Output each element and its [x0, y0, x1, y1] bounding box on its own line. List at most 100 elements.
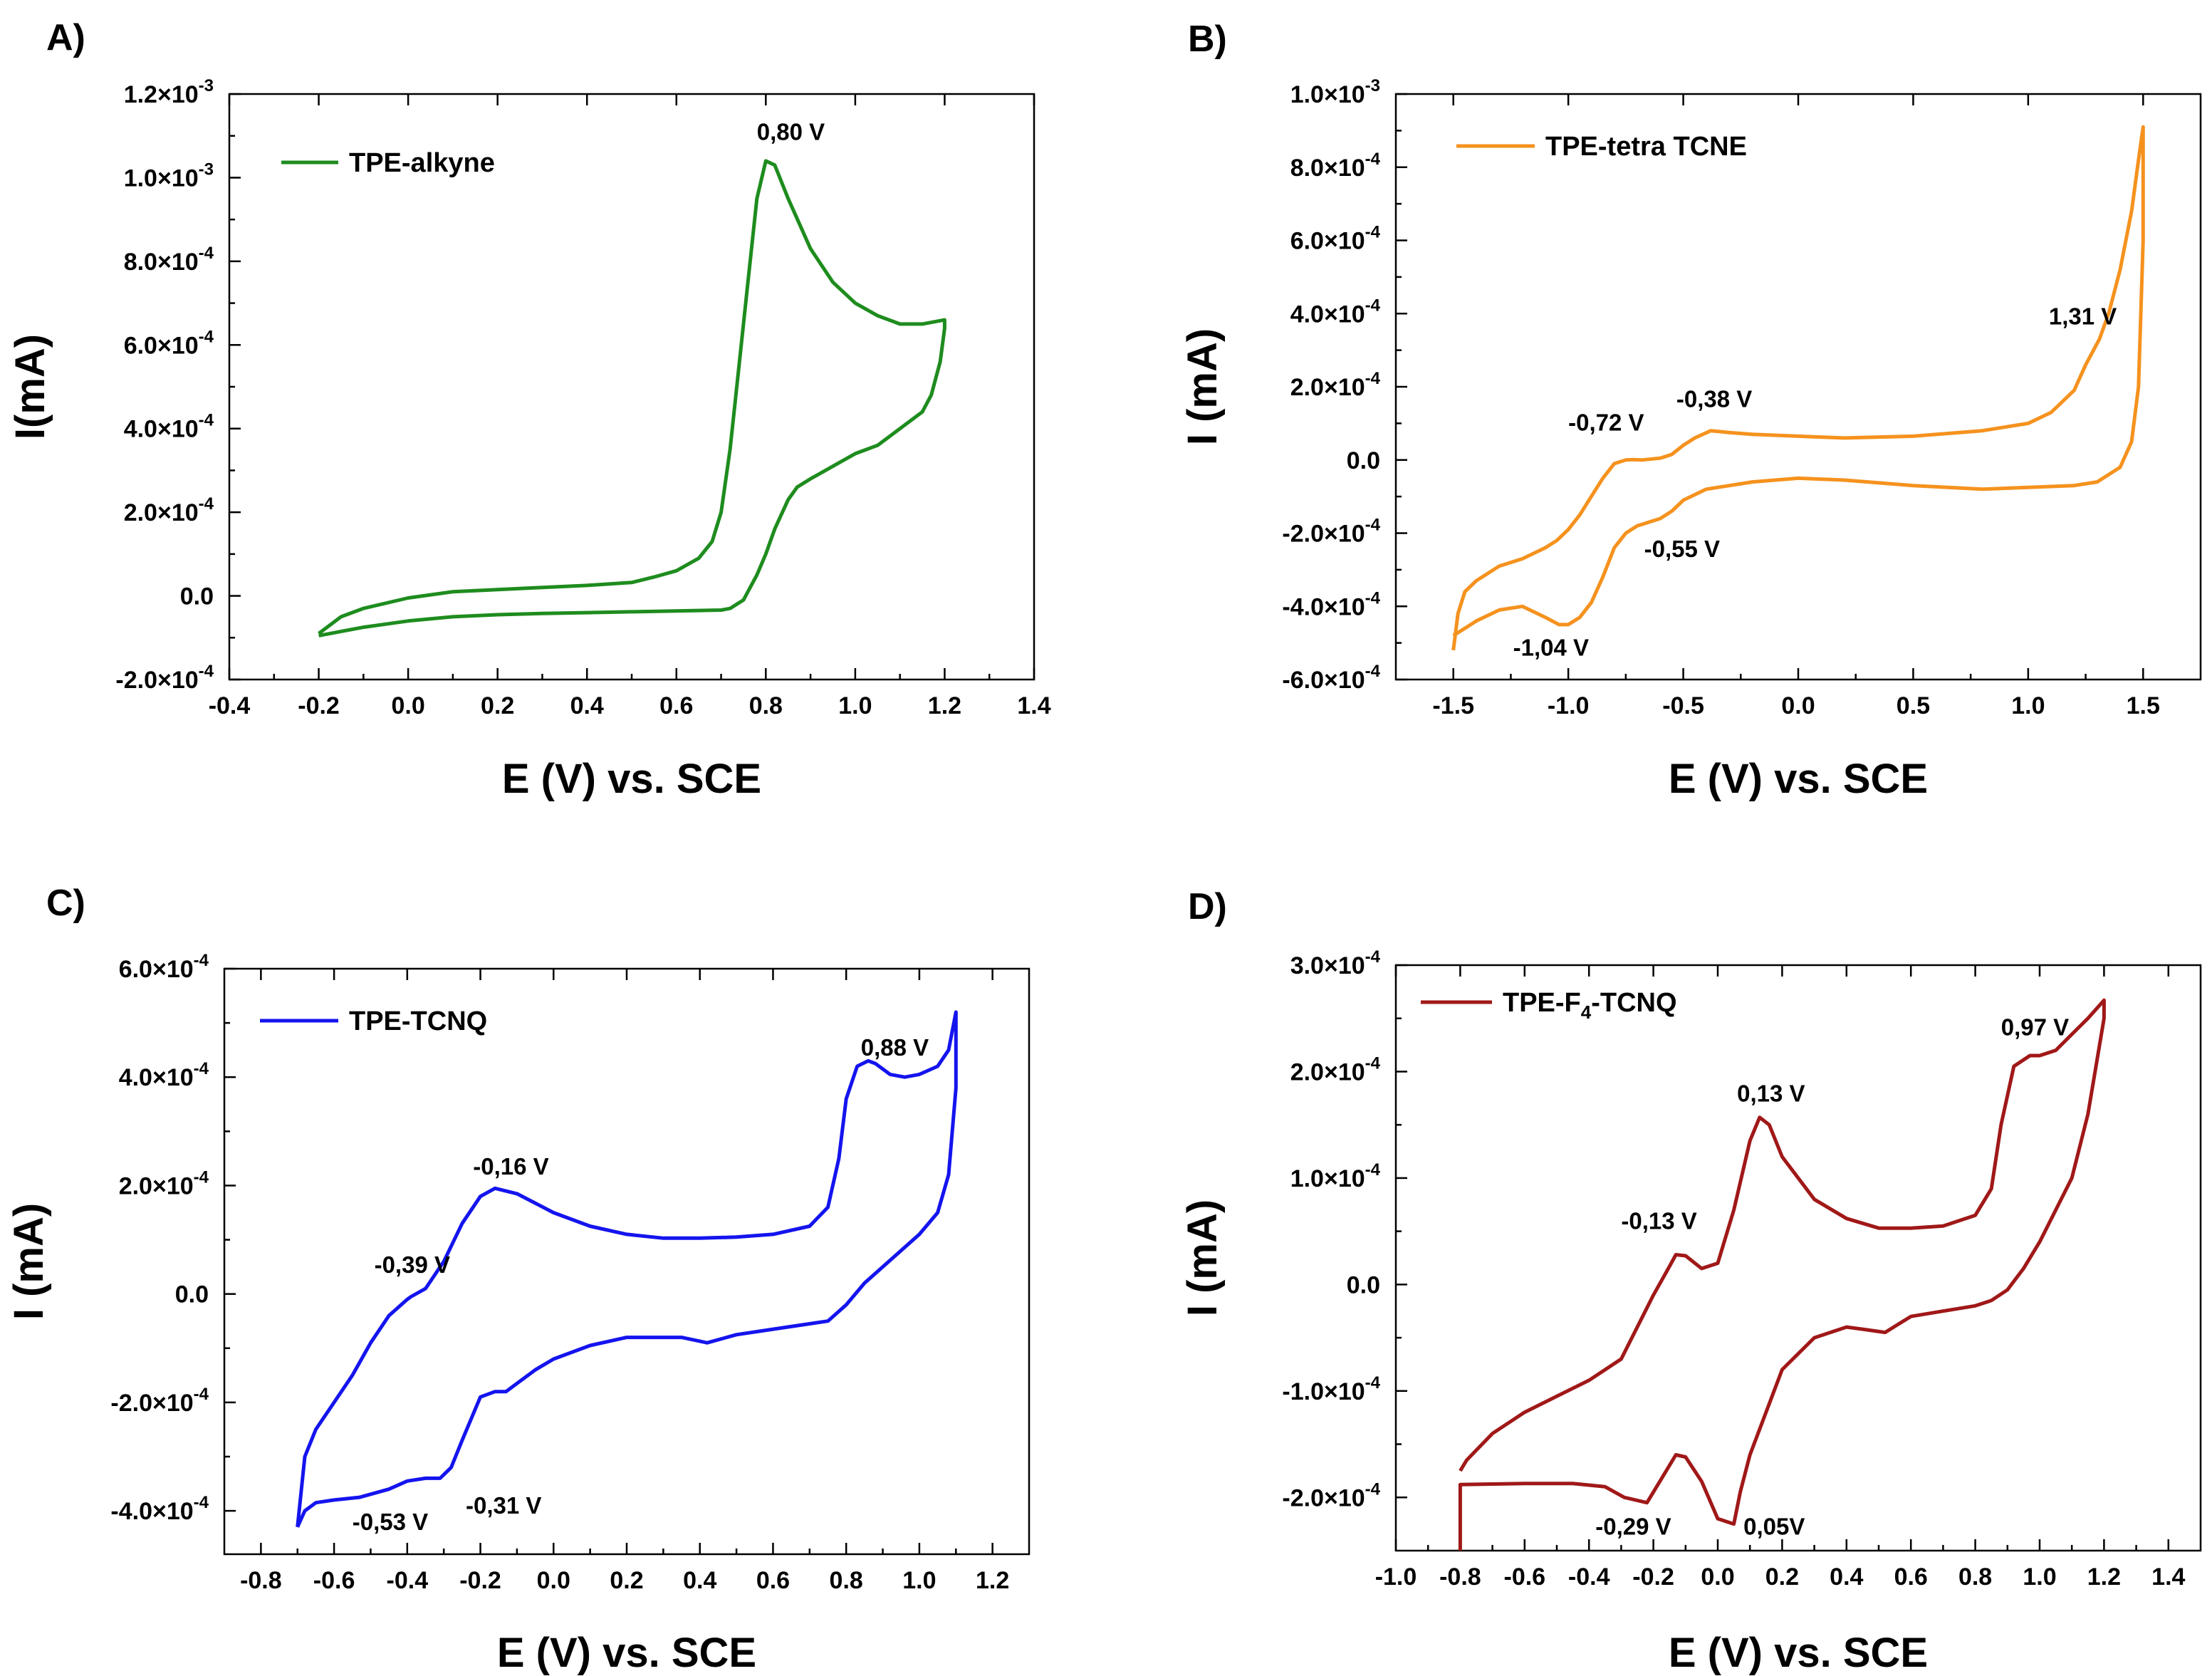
- y-tick-mantissa: -4.0×10: [1282, 593, 1365, 620]
- x-tick-label: 0.0: [1781, 692, 1815, 719]
- legend-label: TPE-F4-TCNQ: [1503, 988, 1677, 1023]
- y-tick-mantissa: 6.0×10: [124, 332, 199, 359]
- y-tick-label: 3.0×10-4: [1290, 947, 1381, 979]
- x-tick-label: 1.0: [902, 1567, 936, 1594]
- y-axis-title: I (mA): [1179, 328, 1226, 445]
- cv-curve: [1458, 998, 2106, 1551]
- x-tick-label: 1.4: [1017, 692, 1050, 719]
- y-tick-label: -4.0×10-4: [1282, 588, 1380, 620]
- x-axis-title: E (V) vs. SCE: [497, 1630, 756, 1676]
- y-tick-exponent: -4: [1365, 223, 1381, 242]
- y-tick-exponent: -4: [194, 1493, 209, 1512]
- peak-label: -1,04 V: [1513, 635, 1589, 661]
- y-tick-mantissa: 0.0: [1347, 1271, 1380, 1298]
- peak-annotations: 0,97 V 0,13 V -0,13 V -0,29 V 0,05V: [1595, 1014, 2069, 1540]
- y-tick-label: -2.0×10-4: [110, 1385, 209, 1417]
- panel-letter: B): [1188, 19, 1227, 60]
- panel-c: C) -4.0×10-4-2.0×10-40.02.0×10-44.0×10-4…: [6, 883, 1031, 1676]
- panel-b: B) -6.0×10-4-4.0×10-4-2.0×10-40.02.0×10-…: [1179, 19, 2202, 802]
- x-tick-label: 0.8: [1958, 1563, 1992, 1591]
- y-tick-mantissa: 2.0×10: [1290, 374, 1365, 401]
- x-tick-label: -0.8: [240, 1567, 282, 1594]
- y-tick-label: 4.0×10-4: [119, 1059, 209, 1091]
- peak-annotations: 0,80 V: [757, 119, 825, 145]
- x-tick-label: 0.2: [1765, 1563, 1799, 1591]
- y-axis-title: I(mA): [7, 334, 53, 439]
- y-tick-mantissa: -2.0×10: [1282, 1484, 1365, 1511]
- x-tick-label: 0.6: [659, 692, 693, 719]
- y-tick-label: -2.0×10-4: [115, 662, 214, 694]
- x-tick-label: 1.0: [2023, 1563, 2056, 1591]
- peak-label: -0,53 V: [353, 1509, 428, 1535]
- y-tick-mantissa: -2.0×10: [1282, 521, 1365, 548]
- y-tick-mantissa: 3.0×10: [1290, 952, 1365, 979]
- y-tick-label: 2.0×10-4: [1290, 369, 1381, 401]
- cv-curve: [1451, 125, 2145, 651]
- y-tick-exponent: -4: [1365, 1053, 1381, 1073]
- x-tick-label: 0.2: [610, 1567, 643, 1594]
- x-tick-label: 1.0: [2011, 692, 2045, 719]
- y-tick-mantissa: 1.0×10: [124, 165, 199, 192]
- y-tick-mantissa: 4.0×10: [124, 416, 199, 443]
- cv-curve: [318, 159, 946, 637]
- x-tick-label: -0.2: [298, 692, 340, 719]
- y-tick-mantissa: 6.0×10: [119, 956, 194, 983]
- x-tick-label: 0.0: [537, 1567, 570, 1594]
- peak-annotations: 0,88 V -0,16 V -0,39 V -0,31 V -0,53 V: [353, 1034, 929, 1535]
- panel-d: D) -2.0×10-4-1.0×10-40.01.0×10-42.0×10-4…: [1179, 886, 2202, 1676]
- y-tick-mantissa: 1.0×10: [1290, 1165, 1365, 1192]
- y-tick-mantissa: 0.0: [1347, 447, 1380, 474]
- y-tick-exponent: -4: [1365, 1373, 1381, 1393]
- x-tick-labels: -1.0 -0.8 -0.6 -0.4 -0.2 0.0 0.2 0.4 0.6 0.8 1.0 1.…: [1375, 1563, 2186, 1591]
- y-tick-exponent: -4: [199, 244, 214, 263]
- peak-label: 0,97 V: [2001, 1014, 2069, 1041]
- y-tick-mantissa: -6.0×10: [1282, 667, 1365, 694]
- y-axis-title: I (mA): [6, 1203, 52, 1320]
- y-tick-exponent: -4: [1365, 516, 1381, 535]
- peak-label: -0,31 V: [466, 1492, 541, 1519]
- plot-frame: [1394, 964, 2202, 1552]
- y-tick-exponent: -3: [199, 76, 214, 95]
- y-tick-exponent: -4: [194, 1385, 209, 1404]
- x-tick-label: -0.8: [1439, 1563, 1481, 1591]
- peak-label: -0,29 V: [1595, 1514, 1671, 1540]
- y-tick-exponent: -4: [199, 662, 214, 681]
- x-axis-title: E (V) vs. SCE: [1669, 756, 1928, 802]
- y-tick-label: 6.0×10-4: [1290, 223, 1381, 255]
- x-tick-label: 1.4: [2151, 1563, 2185, 1591]
- y-tick-labels: -4.0×10-4-2.0×10-40.02.0×10-44.0×10-46.0…: [110, 951, 209, 1525]
- plot-frame: [1394, 93, 2202, 681]
- x-tick-label: 1.2: [928, 692, 961, 719]
- x-tick-label: 0.8: [749, 692, 783, 719]
- y-tick-exponent: -4: [199, 494, 214, 514]
- y-tick-exponent: -4: [1365, 588, 1381, 608]
- y-tick-mantissa: 1.0×10: [1290, 81, 1365, 108]
- y-tick-exponent: -4: [199, 411, 214, 430]
- y-tick-mantissa: 4.0×10: [1290, 301, 1365, 328]
- x-tick-label: -0.4: [209, 692, 251, 719]
- y-tick-mantissa: 8.0×10: [1290, 155, 1365, 182]
- y-tick-label: 1.0×10-4: [1290, 1160, 1381, 1192]
- y-tick-label: 0.0: [175, 1281, 209, 1308]
- x-tick-label: -0.6: [1504, 1563, 1546, 1591]
- y-tick-label: 4.0×10-4: [1290, 296, 1381, 328]
- x-tick-label: 0.0: [1701, 1563, 1734, 1591]
- y-tick-label: 1.0×10-3: [1290, 76, 1380, 108]
- y-tick-labels: -2.0×10-4-1.0×10-40.01.0×10-42.0×10-43.0…: [1282, 947, 1380, 1511]
- x-tick-label: 1.0: [838, 692, 872, 719]
- legend-label: TPE-TCNQ: [349, 1006, 487, 1036]
- x-tick-label: 0.8: [830, 1567, 863, 1594]
- y-tick-mantissa: 2.0×10: [119, 1172, 194, 1199]
- y-tick-mantissa: 2.0×10: [1290, 1058, 1365, 1086]
- axis-ticks: [228, 93, 1035, 681]
- peak-label: 0,05V: [1743, 1514, 1805, 1540]
- peak-label: -0,39 V: [375, 1251, 450, 1278]
- x-tick-label: 0.4: [570, 692, 604, 719]
- legend-label: TPE-tetra TCNE: [1545, 132, 1747, 162]
- y-tick-mantissa: 4.0×10: [119, 1064, 194, 1091]
- y-tick-labels: -2.0×10-40.02.0×10-44.0×10-46.0×10-48.0×…: [115, 76, 214, 694]
- y-tick-exponent: -4: [1365, 296, 1381, 315]
- y-tick-mantissa: 6.0×10: [1290, 228, 1365, 255]
- x-tick-label: 1.5: [2127, 692, 2160, 719]
- peak-label: 0,13 V: [1737, 1080, 1805, 1106]
